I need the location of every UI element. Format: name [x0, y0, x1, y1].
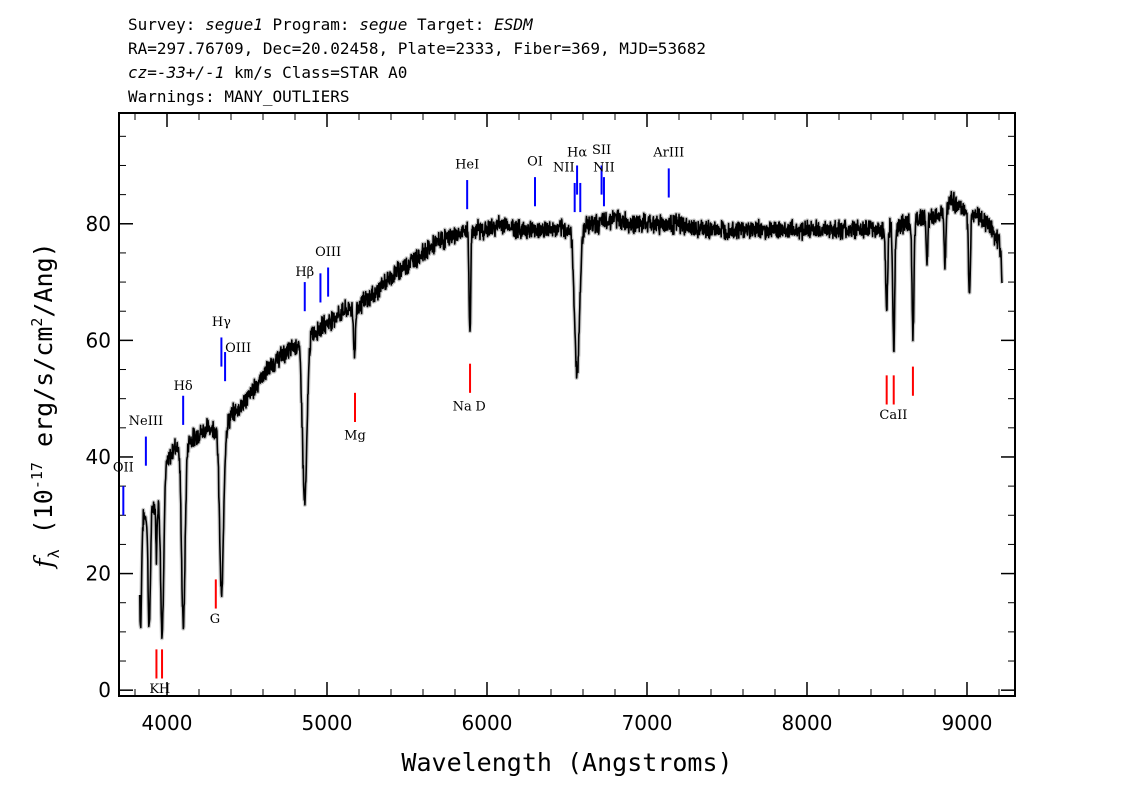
- emission-line-label: OIII: [315, 245, 341, 260]
- emission-line-label: Hβ: [295, 265, 314, 280]
- y-tick-label: 20: [86, 562, 111, 586]
- emission-line-label: Hδ: [174, 379, 193, 394]
- emission-line-label: OII: [113, 461, 134, 476]
- emission-line-label: ArIII: [652, 146, 684, 161]
- header-warnings-line: Warnings: MANY_OUTLIERS: [128, 87, 350, 106]
- x-tick-label: 6000: [462, 711, 513, 735]
- y-axis-title: fλ (10-17 erg/s/cm2/Ang): [28, 242, 63, 569]
- header-redshift-line: cz=-33+/-1 km/s Class=STAR A0: [128, 63, 407, 82]
- y-tick-label: 60: [86, 328, 111, 352]
- emission-line-label: Hα: [567, 146, 587, 161]
- target-label: Target:: [407, 15, 494, 34]
- absorption-line-label: Na: [453, 399, 472, 414]
- y-tick-label: 0: [98, 678, 111, 702]
- emission-line-label: OI: [527, 154, 543, 169]
- header-survey-line: Survey: segue1 Program: segue Target: ES…: [128, 15, 534, 34]
- emission-line-label: HeI: [455, 157, 479, 172]
- x-tick-label: 7000: [622, 711, 673, 735]
- absorption-line-label: G: [210, 612, 220, 627]
- target-value: ESDM: [494, 15, 534, 34]
- absorption-line-label: H: [159, 682, 170, 697]
- x-tick-label: 8000: [782, 711, 833, 735]
- absorption-line-label: D: [475, 399, 485, 414]
- emission-line-label: Hγ: [212, 315, 231, 330]
- plot-frame: [118, 112, 1016, 697]
- y-tick-label: 80: [86, 212, 111, 236]
- y-tick-label: 40: [86, 445, 111, 469]
- tick-labels: 4000 5000 6000 7000 8000 9000 0 20 40 60 80: [86, 212, 993, 735]
- survey-value: segue1: [205, 15, 263, 34]
- survey-label: Survey:: [128, 15, 205, 34]
- program-label: Program:: [263, 15, 359, 34]
- cz-label: cz: [128, 63, 147, 82]
- absorption-line-label: Mg: [344, 428, 366, 443]
- emission-line-label: NII: [593, 160, 615, 175]
- emission-line-label: SII: [592, 143, 611, 158]
- cz-rest: km/s Class=STAR A0: [224, 63, 407, 82]
- x-axis-title: Wavelength (Angstroms): [401, 748, 732, 777]
- emission-line-label: OIII: [225, 341, 251, 356]
- emission-line-label: NeIII: [129, 414, 163, 429]
- x-tick-label: 5000: [302, 711, 353, 735]
- x-tick-label: 4000: [142, 711, 193, 735]
- spectrum-line: [139, 190, 1003, 639]
- cz-value: =-33+/-1: [147, 63, 224, 82]
- axis-ticks: [119, 113, 1015, 696]
- absorption-line-label: K: [149, 682, 159, 697]
- absorption-line-label: CaII: [879, 408, 907, 423]
- x-tick-label: 9000: [942, 711, 993, 735]
- program-value: segue: [359, 15, 407, 34]
- error-band: [137, 189, 1005, 641]
- emission-line-label: NII: [553, 160, 575, 175]
- header-coordinates-line: RA=297.76709, Dec=20.02458, Plate=2333, …: [128, 39, 706, 58]
